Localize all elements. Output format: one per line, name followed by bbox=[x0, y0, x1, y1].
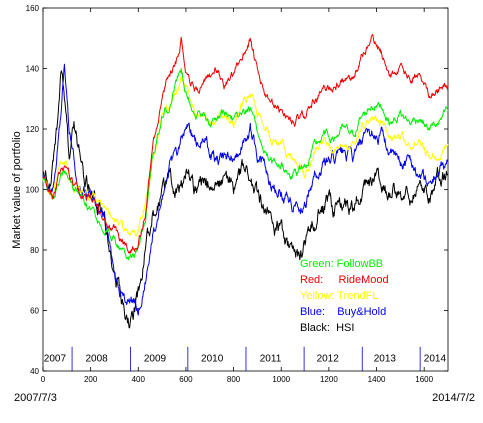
legend-entry-ridemood: Red: RideMood bbox=[300, 274, 389, 286]
end-date-label: 2014/7/2 bbox=[432, 392, 475, 404]
x-tick-label: 0 bbox=[41, 375, 46, 384]
legend: Green: FollowBB Red: RideMood Yellow: Tren… bbox=[300, 258, 389, 334]
y-tick-label: 60 bbox=[30, 307, 39, 316]
legend-entry-trendfl: Yellow: TrendFL bbox=[300, 290, 378, 302]
plot-area bbox=[42, 7, 449, 372]
legend-entry-hsi: Black: HSI bbox=[300, 322, 354, 334]
y-tick-label: 120 bbox=[26, 125, 40, 134]
y-tick-label: 40 bbox=[30, 367, 39, 376]
y-tick-label: 160 bbox=[26, 4, 40, 13]
year-label: 2013 bbox=[374, 353, 397, 364]
x-tick-label: 400 bbox=[132, 375, 146, 384]
y-tick-label: 140 bbox=[26, 65, 40, 74]
x-tick-label: 600 bbox=[179, 375, 193, 384]
x-tick-label: 1200 bbox=[320, 375, 338, 384]
series-line-trendfl bbox=[42, 76, 449, 237]
legend-entry-followbb: Green: FollowBB bbox=[300, 258, 383, 270]
series-line-followbb bbox=[42, 68, 449, 261]
x-tick-label: 1400 bbox=[368, 375, 386, 384]
y-axis-label: Market value of portfolio bbox=[11, 131, 23, 248]
x-tick-label: 1000 bbox=[272, 375, 290, 384]
series-layer bbox=[42, 34, 449, 329]
year-divider-layer: 2007 2008 2009 2010 2011 2012 2013 2014 bbox=[44, 346, 447, 371]
axis-layer: 0 200 400 600 800 1000 1200 1400 1600 40 60 80 100 12… bbox=[26, 4, 448, 384]
start-date-label: 2007/7/3 bbox=[14, 392, 57, 404]
x-tick-label: 800 bbox=[227, 375, 241, 384]
y-tick-label: 80 bbox=[30, 246, 39, 255]
series-line-buy-hold bbox=[42, 63, 449, 316]
year-label: 2012 bbox=[317, 353, 340, 364]
year-label: 2007 bbox=[44, 353, 67, 364]
year-label: 2010 bbox=[201, 353, 224, 364]
year-label: 2011 bbox=[260, 353, 282, 364]
year-label: 2008 bbox=[85, 353, 108, 364]
legend-entry-buy-hold: Blue: Buy&Hold bbox=[300, 306, 386, 318]
plot-frame bbox=[42, 7, 449, 372]
x-tick-label: 200 bbox=[84, 375, 98, 384]
series-line-ridemood bbox=[42, 34, 449, 254]
x-tick-label: 1600 bbox=[415, 375, 433, 384]
series-line-hsi bbox=[42, 70, 449, 329]
year-label: 2014 bbox=[424, 353, 447, 364]
year-label: 2009 bbox=[144, 353, 167, 364]
y-tick-label: 100 bbox=[26, 186, 40, 195]
